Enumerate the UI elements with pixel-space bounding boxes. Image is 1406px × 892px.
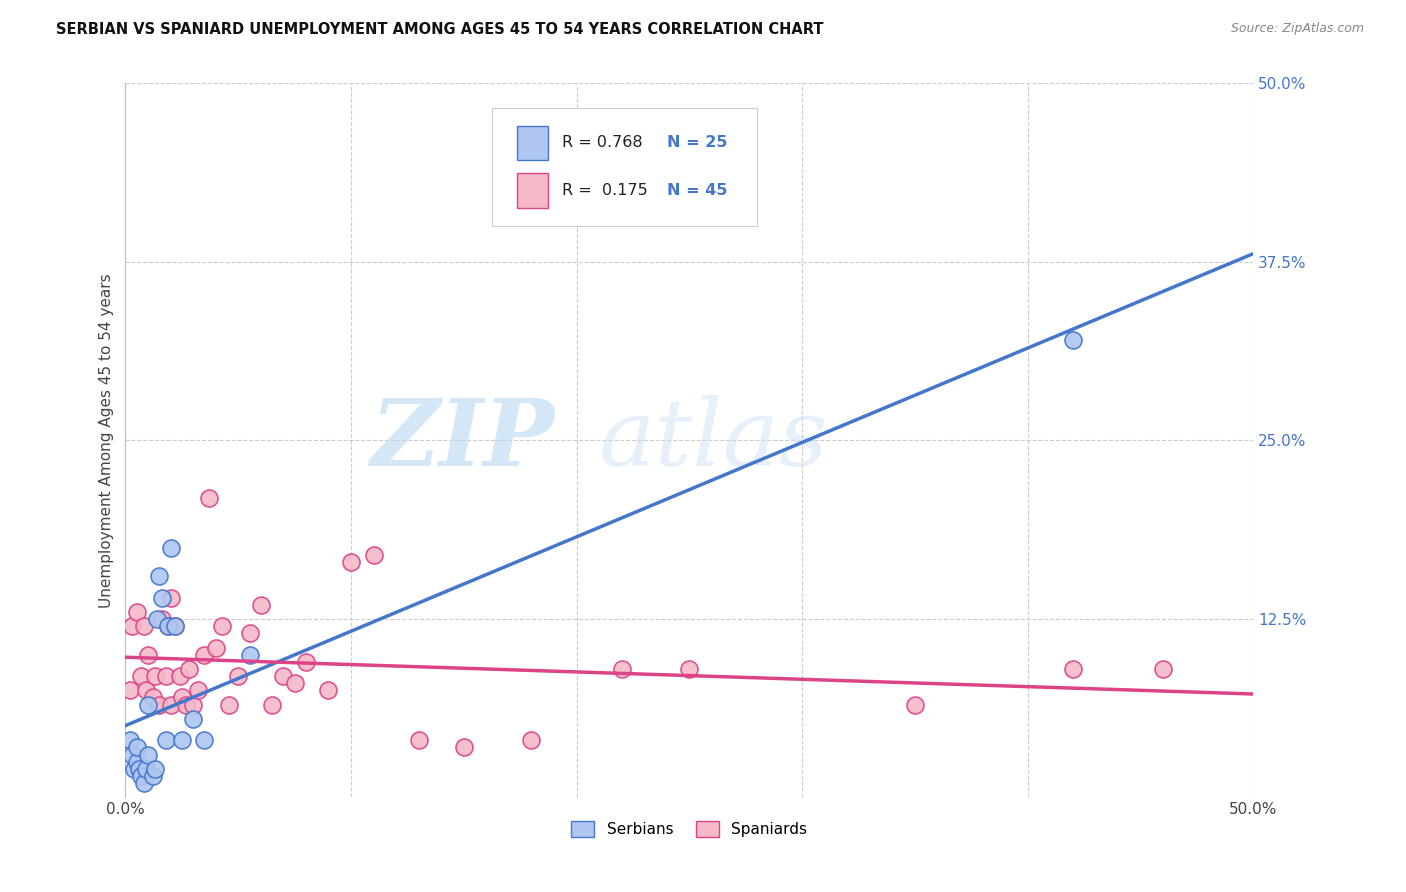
Text: N = 25: N = 25 <box>666 136 727 150</box>
Point <box>148 569 170 583</box>
Point <box>904 698 927 712</box>
Point <box>226 669 249 683</box>
Point <box>211 619 233 633</box>
Point <box>520 733 543 747</box>
Point <box>135 762 157 776</box>
Point <box>678 662 700 676</box>
Point <box>340 555 363 569</box>
Point <box>169 669 191 683</box>
Point <box>165 619 187 633</box>
Point <box>408 733 430 747</box>
Point <box>159 541 181 555</box>
Point <box>124 762 146 776</box>
Point <box>121 747 143 762</box>
Point <box>148 698 170 712</box>
Point <box>150 612 173 626</box>
Point <box>125 740 148 755</box>
Point <box>1152 662 1174 676</box>
Point <box>128 762 150 776</box>
Point <box>193 733 215 747</box>
Point <box>165 619 187 633</box>
Point <box>132 619 155 633</box>
Point <box>249 598 271 612</box>
Point <box>238 626 260 640</box>
Y-axis label: Unemployment Among Ages 45 to 54 years: Unemployment Among Ages 45 to 54 years <box>100 273 114 607</box>
Point <box>157 619 180 633</box>
Point <box>146 612 169 626</box>
Point <box>135 683 157 698</box>
Point <box>318 683 340 698</box>
Text: ZIP: ZIP <box>370 395 554 485</box>
Point <box>136 747 159 762</box>
Point <box>204 640 226 655</box>
Point <box>159 698 181 712</box>
FancyBboxPatch shape <box>517 173 548 208</box>
Point <box>284 676 307 690</box>
Point <box>118 683 141 698</box>
Point <box>273 669 295 683</box>
Text: N = 45: N = 45 <box>666 183 727 198</box>
Point <box>125 755 148 769</box>
Point <box>141 690 163 705</box>
Point <box>181 698 204 712</box>
Point <box>125 605 148 619</box>
Point <box>238 648 260 662</box>
FancyBboxPatch shape <box>517 126 548 160</box>
Point <box>177 662 200 676</box>
Text: SERBIAN VS SPANIARD UNEMPLOYMENT AMONG AGES 45 TO 54 YEARS CORRELATION CHART: SERBIAN VS SPANIARD UNEMPLOYMENT AMONG A… <box>56 22 824 37</box>
Point <box>136 648 159 662</box>
Point <box>143 762 166 776</box>
Point <box>159 591 181 605</box>
Point <box>150 591 173 605</box>
Text: Source: ZipAtlas.com: Source: ZipAtlas.com <box>1230 22 1364 36</box>
Point <box>181 712 204 726</box>
Point <box>176 698 198 712</box>
Point <box>129 669 152 683</box>
Text: R =  0.175: R = 0.175 <box>562 183 648 198</box>
Point <box>295 655 318 669</box>
Point <box>170 690 193 705</box>
Point <box>1062 334 1084 348</box>
Text: atlas: atlas <box>599 395 828 485</box>
Point <box>198 491 221 505</box>
Point <box>129 769 152 783</box>
Point <box>155 733 177 747</box>
Point <box>453 740 475 755</box>
Point <box>610 662 633 676</box>
Point <box>118 733 141 747</box>
Point <box>143 669 166 683</box>
Legend: Serbians, Spaniards: Serbians, Spaniards <box>565 815 814 843</box>
Point <box>141 769 163 783</box>
Point <box>187 683 209 698</box>
Point <box>363 548 385 562</box>
Point <box>157 619 180 633</box>
Text: R = 0.768: R = 0.768 <box>562 136 643 150</box>
Point <box>136 698 159 712</box>
Point <box>132 776 155 790</box>
Point <box>155 669 177 683</box>
Point <box>170 733 193 747</box>
Point <box>121 619 143 633</box>
Point <box>262 698 284 712</box>
Point <box>1062 662 1084 676</box>
Point <box>193 648 215 662</box>
Point <box>218 698 240 712</box>
FancyBboxPatch shape <box>492 109 756 227</box>
